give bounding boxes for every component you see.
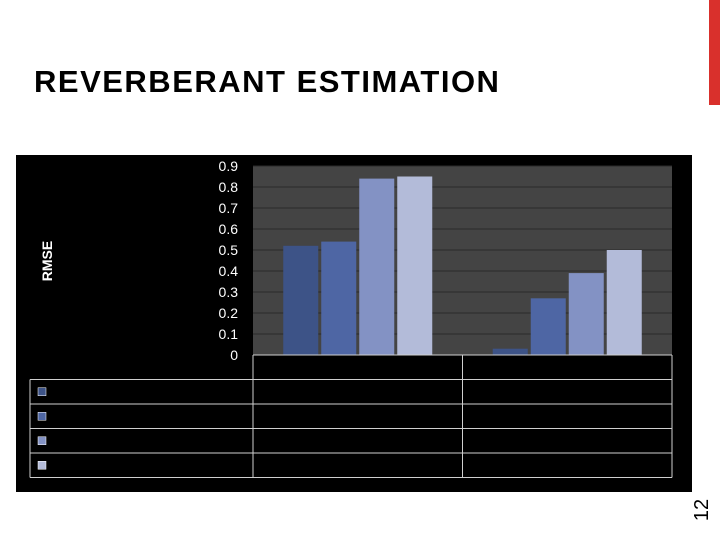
y-tick-label: 0.7 [219,200,239,216]
legend-swatch [37,436,47,445]
y-tick-label: 0.5 [219,242,239,258]
legend-swatch [37,461,47,470]
legend-swatch [37,412,47,421]
y-tick-label: 0.3 [219,284,239,300]
y-tick-label: 0 [230,347,238,363]
y-tick-label: 0.4 [219,263,239,279]
bar [492,348,528,355]
bar [359,178,395,355]
bar [530,298,566,355]
bar [568,273,604,355]
bar [321,241,357,355]
y-tick-label: 0.1 [219,326,239,342]
bar [606,250,642,355]
bar [283,245,319,355]
bar [397,176,433,355]
y-tick-label: 0.6 [219,221,239,237]
slide-title: REVERBERANT ESTIMATION [34,64,501,99]
y-tick-label: 0.9 [219,158,239,174]
accent-bar [709,0,720,105]
legend-swatch [37,387,47,396]
y-tick-label: 0.8 [219,179,239,195]
y-tick-label: 0.2 [219,305,239,321]
